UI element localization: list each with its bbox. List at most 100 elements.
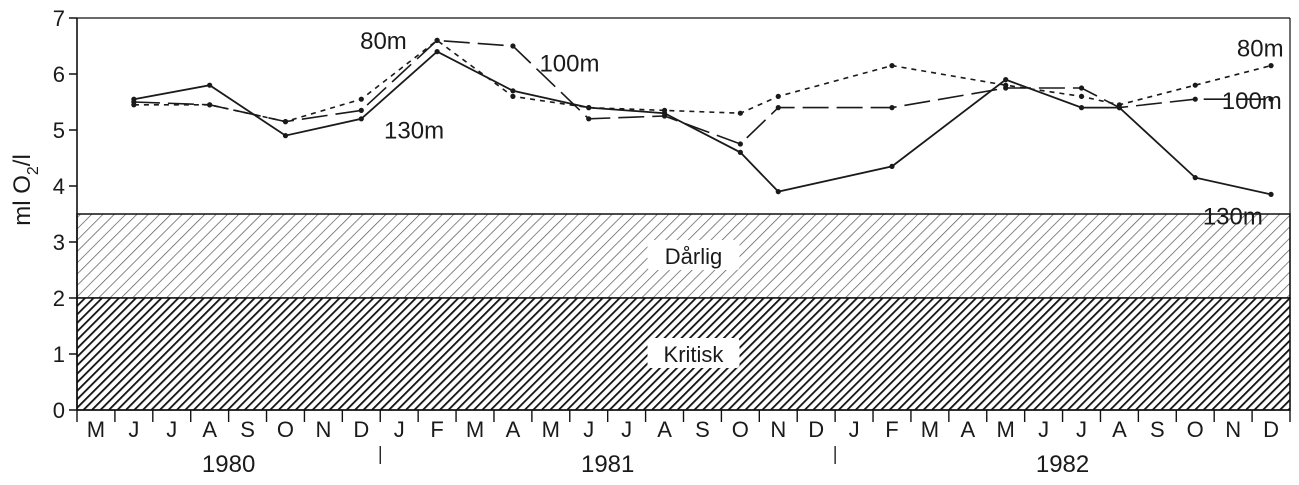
series-label-5: 130m	[1203, 203, 1263, 230]
series-130m-point-2	[282, 133, 289, 139]
month-label-1: J	[128, 417, 139, 442]
series-80m-point-6	[586, 105, 592, 111]
series-100m-point-14	[1192, 96, 1198, 102]
series-130m-point-1	[207, 82, 213, 88]
series-80m-line	[133, 39, 1272, 123]
series-80m-point-0	[131, 102, 137, 108]
series-80m-point-7	[661, 107, 668, 113]
month-label-29: O	[1187, 417, 1204, 442]
year-label-0: 1980	[202, 451, 255, 478]
series-80m-point-1	[207, 102, 213, 108]
month-label-19: D	[808, 417, 824, 442]
series-label-0: 80m	[360, 28, 407, 55]
series-80m-point-2	[282, 119, 289, 125]
month-label-13: J	[583, 417, 594, 442]
month-label-6: N	[315, 417, 331, 442]
series-100m-point-5	[510, 43, 516, 49]
month-label-24: M	[997, 417, 1015, 442]
series-80m-point-13	[1116, 102, 1123, 108]
series-100m-point-7	[661, 113, 668, 119]
series-80m-point-14	[1192, 82, 1198, 88]
month-label-11: A	[506, 417, 521, 442]
series-130m-point-8	[737, 149, 743, 155]
y-axis-label-part2: /l	[9, 154, 36, 166]
y-tick-label-1: 1	[53, 342, 65, 367]
series-100m-point-6	[586, 116, 592, 122]
series-130m-point-4	[434, 49, 440, 55]
series-80m-point-12	[1078, 93, 1085, 99]
month-label-14: J	[621, 417, 632, 442]
month-label-25: J	[1038, 417, 1049, 442]
y-axis-label-part1: ml O	[9, 175, 36, 226]
series-layer	[131, 37, 1274, 197]
month-label-23: A	[960, 417, 975, 442]
y-axis-label: ml O2/l	[9, 154, 42, 226]
series-80m-point-4	[434, 37, 440, 44]
zone-1-label-bg	[647, 338, 740, 368]
series-130m-point-10	[889, 163, 895, 169]
month-label-12: M	[542, 417, 560, 442]
month-label-31: D	[1263, 417, 1279, 442]
month-label-17: O	[732, 417, 749, 442]
month-label-15: A	[657, 417, 672, 442]
month-label-4: S	[240, 417, 255, 442]
series-130m-point-3	[358, 116, 364, 122]
series-100m-point-15	[1268, 96, 1274, 102]
y-tick-label-0: 0	[53, 398, 65, 423]
month-label-27: A	[1112, 417, 1127, 442]
series-130m-point-11	[1003, 77, 1009, 83]
y-tick-label-5: 5	[53, 118, 65, 143]
month-label-0: M	[87, 417, 105, 442]
series-130m-point-5	[510, 88, 516, 94]
series-130m-point-12	[1078, 105, 1085, 111]
series-80m-point-8	[737, 110, 743, 116]
year-label-1: 1981	[581, 451, 634, 478]
series-100m-line	[133, 39, 1271, 145]
series-label-3: 80m	[1237, 35, 1284, 62]
month-label-20: J	[849, 417, 860, 442]
y-tick-label-2: 2	[53, 286, 65, 311]
series-130m-point-9	[775, 189, 781, 195]
series-130m-point-14	[1192, 175, 1198, 181]
month-label-8: J	[394, 417, 405, 442]
month-label-3: A	[202, 417, 217, 442]
y-tick-label-6: 6	[53, 62, 65, 87]
month-label-28: S	[1150, 417, 1165, 442]
series-label-2: 130m	[384, 118, 444, 145]
month-label-16: S	[695, 417, 710, 442]
series-100m-point-12	[1078, 85, 1085, 91]
y-tick-label-3: 3	[53, 230, 65, 255]
y-tick-label-4: 4	[53, 174, 65, 199]
labels-layer: 80m 100m 130m 80m 100m 130m	[360, 28, 1284, 230]
month-label-7: D	[353, 417, 369, 442]
series-80m-point-3	[358, 96, 364, 102]
series-130m-line	[133, 50, 1272, 196]
zone-0-label-bg	[647, 240, 740, 270]
series-label-4: 100m	[1222, 88, 1282, 115]
month-label-5: O	[277, 417, 294, 442]
month-label-26: J	[1076, 417, 1087, 442]
series-130m-point-15	[1268, 191, 1274, 197]
month-label-21: F	[885, 417, 898, 442]
month-label-10: M	[466, 417, 484, 442]
zone-1-label: Kritisk	[664, 342, 725, 367]
series-80m-point-11	[1003, 82, 1009, 88]
series-80m-point-15	[1268, 63, 1274, 69]
series-80m-point-10	[889, 63, 895, 69]
y-axis-label-subscript: 2	[25, 166, 42, 175]
series-100m-point-10	[889, 105, 895, 111]
series-80m-point-9	[775, 93, 781, 99]
series-100m-point-3	[358, 107, 364, 113]
series-100m-point-8	[737, 141, 743, 147]
month-label-9: F	[430, 417, 443, 442]
month-label-22: M	[921, 417, 939, 442]
month-label-30: N	[1225, 417, 1241, 442]
month-label-18: N	[770, 417, 786, 442]
year-label-2: 1982	[1036, 451, 1089, 478]
y-tick-label-7: 7	[53, 6, 65, 31]
zone-0-label: Dårlig	[665, 244, 722, 269]
series-80m-point-5	[510, 93, 516, 99]
month-label-2: J	[166, 417, 177, 442]
